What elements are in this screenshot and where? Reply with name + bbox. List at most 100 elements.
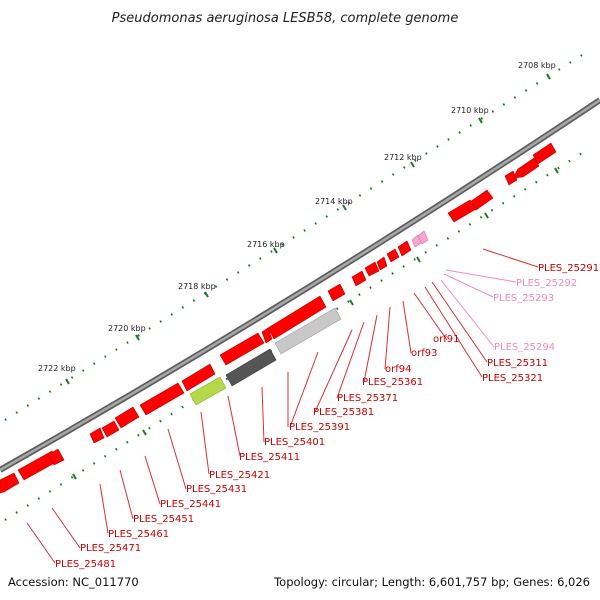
gene-feature: [0, 472, 20, 494]
backbone-shadow: [0, 97, 600, 473]
leader-line: [443, 273, 494, 298]
gene-label[interactable]: PLES_25381: [313, 407, 374, 418]
gene-feature: [376, 256, 388, 271]
major-tick: [65, 378, 70, 385]
ruler-dots-outer: [4, 49, 591, 421]
tick-label: 2716 kbp: [247, 240, 285, 249]
gene-feature: [364, 261, 380, 277]
gene-feature: [327, 283, 346, 302]
outer-ruler: [4, 49, 591, 421]
gene-feature: [532, 142, 557, 165]
gene-feature: [181, 363, 216, 392]
major-ticks: [65, 73, 551, 385]
leader-line: [119, 469, 134, 520]
major-tick: [273, 247, 278, 254]
gene-feature: [89, 427, 105, 444]
leader-line: [402, 300, 412, 354]
leader-line: [336, 321, 365, 399]
gene-feature: [101, 420, 120, 438]
accession-text: Accession: NC_011770: [8, 575, 139, 589]
leader-line: [167, 428, 187, 490]
grey-feature-light: [274, 307, 342, 355]
leader-line: [445, 269, 517, 283]
ruler-labels: 2708 kbp 2710 kbp 2712 kbp 2714 kbp 2716…: [38, 61, 556, 373]
tick-label: 2710 kbp: [451, 106, 489, 115]
genome-summary-text: Topology: circular; Length: 6,601,757 bp…: [273, 575, 590, 589]
major-tick: [410, 161, 415, 168]
leader-line: [51, 507, 81, 549]
gene-label[interactable]: PLES_25471: [80, 543, 141, 554]
tick-label: 2712 kbp: [384, 153, 422, 162]
gene-label[interactable]: PLES_25401: [264, 437, 325, 448]
major-tick: [342, 204, 347, 211]
other-features: [189, 307, 342, 406]
major-tick: [546, 73, 551, 80]
gene-feature: [267, 295, 327, 340]
gene-label[interactable]: PLES_25411: [239, 452, 300, 463]
gene-label[interactable]: PLES_25431: [186, 484, 247, 495]
leader-line: [424, 286, 483, 378]
minor-tick: [349, 299, 354, 306]
leader-line: [413, 292, 448, 341]
gene-label[interactable]: PLES_25293: [493, 293, 554, 304]
gene-label[interactable]: PLES_25441: [160, 499, 221, 510]
gene-feature: [261, 327, 273, 344]
gene-label[interactable]: PLES_25361: [362, 377, 423, 388]
gene-feature: [351, 270, 367, 287]
gene-label[interactable]: PLES_25311: [487, 358, 548, 369]
gene-feature: [219, 332, 265, 366]
minor-tick: [416, 256, 421, 263]
gene-label[interactable]: orf94: [385, 364, 411, 375]
leader-line: [227, 395, 241, 457]
backbone-highlight: [0, 98, 600, 472]
gene-label[interactable]: PLES_25291: [538, 263, 599, 274]
leader-line: [289, 351, 319, 428]
gene-label[interactable]: PLES_25371: [337, 393, 398, 404]
gene-label[interactable]: PLES_25481: [55, 559, 116, 570]
ruler-dots-inner: [4, 147, 591, 521]
gene-feature: [47, 448, 65, 466]
minor-tick: [142, 429, 147, 436]
tick-label: 2720 kbp: [108, 324, 146, 333]
leader-line: [314, 329, 353, 413]
genome-title: Pseudomonas aeruginosa LESB58, complete …: [112, 11, 459, 26]
gene-feature: [386, 248, 400, 263]
gene-label[interactable]: PLES_25321: [482, 373, 543, 384]
leader-lines: [26, 248, 539, 564]
backbone: [0, 97, 600, 473]
minor-tick: [554, 167, 559, 174]
tick-label: 2708 kbp: [518, 61, 556, 70]
gene-label[interactable]: PLES_25421: [209, 470, 270, 481]
gene-feature: [397, 240, 412, 257]
leader-line: [99, 483, 109, 534]
major-tick: [204, 291, 209, 298]
leader-line: [144, 455, 161, 505]
tick-label: 2718 kbp: [178, 282, 216, 291]
major-tick: [478, 117, 483, 124]
gene-feature: [512, 157, 540, 179]
major-tick: [135, 334, 140, 341]
leader-line: [363, 314, 378, 383]
leader-line: [431, 281, 488, 363]
gene-label[interactable]: PLES_25461: [108, 529, 169, 540]
leader-line: [26, 522, 56, 564]
green-feature: [189, 376, 227, 406]
minor-tick: [484, 212, 489, 219]
minor-tick: [72, 473, 77, 480]
gene-label[interactable]: orf93: [411, 348, 437, 359]
tick-label: 2714 kbp: [315, 197, 353, 206]
gene-label[interactable]: PLES_25294: [494, 342, 555, 353]
gene-feature: [447, 199, 477, 223]
gene-feature: [139, 382, 185, 416]
gene-labels: PLES_25291 PLES_25292 PLES_25293 PLES_25…: [55, 263, 599, 570]
tick-label: 2722 kbp: [38, 364, 76, 373]
grey-feature-dark: [225, 348, 277, 387]
gene-label[interactable]: PLES_25391: [289, 422, 350, 433]
leader-line: [200, 411, 210, 475]
leader-line: [482, 248, 539, 268]
gene-label[interactable]: PLES_25451: [133, 514, 194, 525]
gene-label[interactable]: orf91: [433, 334, 459, 345]
gene-label[interactable]: PLES_25292: [516, 278, 577, 289]
